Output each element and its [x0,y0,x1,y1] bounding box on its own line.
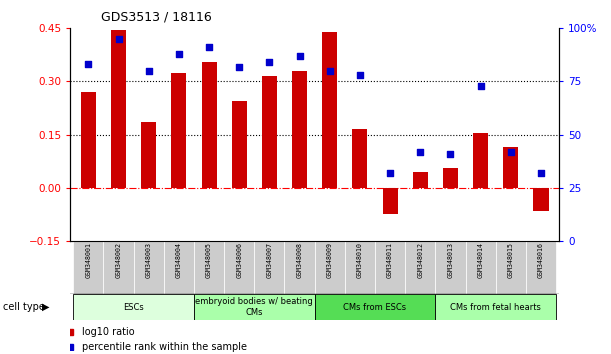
Point [265,59,274,65]
Bar [345,241,375,294]
Text: GSM348009: GSM348009 [327,242,333,278]
Point [114,36,123,42]
Point [235,64,244,69]
Bar [473,133,488,188]
Text: GSM348015: GSM348015 [508,242,514,278]
Text: embryoid bodies w/ beating
CMs: embryoid bodies w/ beating CMs [196,297,313,317]
Bar [262,76,277,188]
Bar [232,101,247,188]
Bar [443,168,458,188]
Text: percentile rank within the sample: percentile rank within the sample [82,342,247,353]
Text: log10 ratio: log10 ratio [82,327,135,337]
Bar [375,241,405,294]
Text: GSM348016: GSM348016 [538,242,544,278]
Bar [81,92,96,188]
Bar [73,241,103,294]
Point [506,149,516,154]
Text: GSM348001: GSM348001 [86,242,92,278]
Point [415,149,425,154]
Point [174,51,184,57]
Text: GDS3513 / 18116: GDS3513 / 18116 [101,10,211,23]
Bar [224,241,254,294]
Text: GSM348002: GSM348002 [115,242,122,278]
Point [355,72,365,78]
Bar [405,241,436,294]
Bar [103,241,134,294]
Bar [194,241,224,294]
Bar [134,241,164,294]
Point [536,170,546,176]
Point [144,68,153,74]
Bar [382,188,398,214]
Point [325,68,335,74]
Point [204,45,214,50]
Bar [503,147,518,188]
Text: GSM348012: GSM348012 [417,242,423,278]
Bar [171,73,186,188]
Text: ESCs: ESCs [123,303,144,312]
Bar [202,62,217,188]
Text: CMs from fetal hearts: CMs from fetal hearts [450,303,541,312]
Bar [436,294,556,320]
Bar [436,241,466,294]
Text: ▶: ▶ [42,302,49,312]
Point [295,53,304,59]
Bar [285,241,315,294]
Bar [526,241,556,294]
Bar [141,122,156,188]
Point [385,170,395,176]
Text: GSM348005: GSM348005 [206,242,212,278]
Text: GSM348006: GSM348006 [236,242,242,278]
Bar [412,172,428,188]
Bar [194,294,315,320]
Text: GSM348010: GSM348010 [357,242,363,278]
Bar [466,241,496,294]
Bar [254,241,285,294]
Text: GSM348007: GSM348007 [266,242,273,278]
Bar [111,30,126,188]
Bar [353,129,367,188]
Bar [73,294,194,320]
Bar [533,188,549,211]
Text: GSM348008: GSM348008 [296,242,302,278]
Text: CMs from ESCs: CMs from ESCs [343,303,406,312]
Bar [164,241,194,294]
Text: GSM348013: GSM348013 [447,242,453,278]
Point [476,83,486,88]
Bar [315,294,436,320]
Text: GSM348004: GSM348004 [176,242,182,278]
Text: GSM348003: GSM348003 [145,242,152,278]
Bar [496,241,526,294]
Text: GSM348014: GSM348014 [478,242,484,278]
Text: cell type: cell type [3,302,45,312]
Text: GSM348011: GSM348011 [387,242,393,278]
Point [445,151,455,156]
Bar [315,241,345,294]
Bar [292,71,307,188]
Bar [322,32,337,188]
Point [84,62,93,67]
